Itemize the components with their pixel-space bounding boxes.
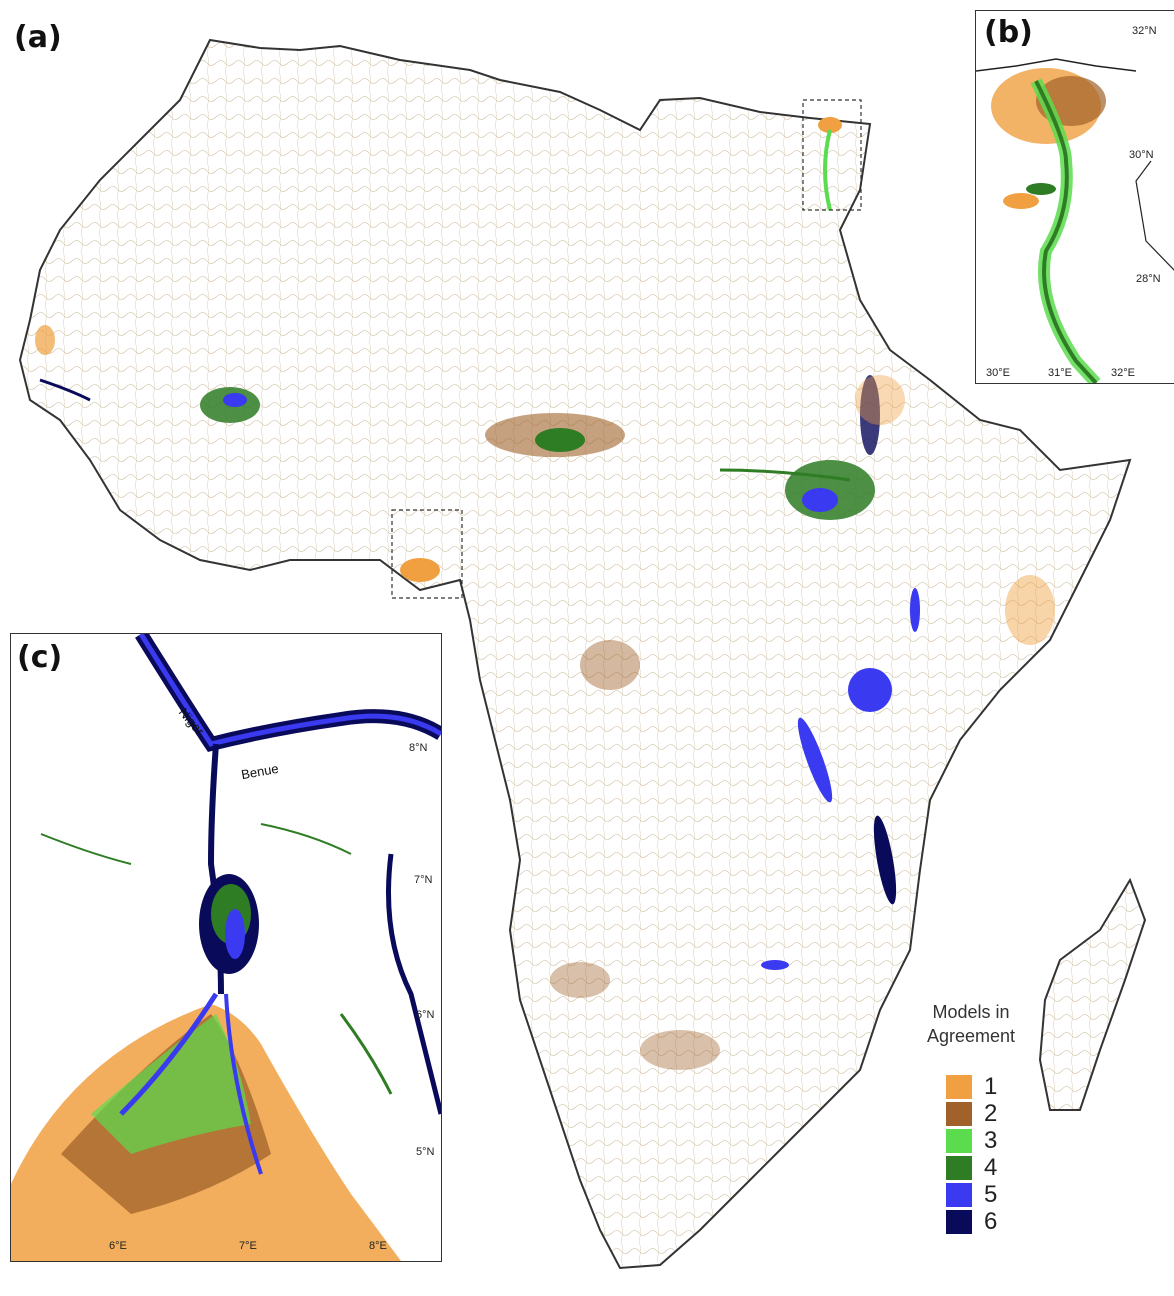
legend-title-line2: Agreement bbox=[926, 1026, 1016, 1046]
inset-b-lon-tick: 32°E bbox=[1111, 367, 1135, 379]
madagascar bbox=[1038, 877, 1147, 1111]
inset-c-lat-tick: 6°N bbox=[416, 1009, 435, 1021]
inset-b: (b) 32°N 30°N 28°N 30°E 31°E 32°E bbox=[975, 10, 1174, 384]
inset-b-map bbox=[976, 58, 1174, 383]
legend-label: 1 bbox=[984, 1073, 998, 1100]
inset-c-lon-tick: 7°E bbox=[239, 1240, 257, 1252]
legend-label: 2 bbox=[984, 1100, 998, 1127]
legend-item: 4 bbox=[946, 1154, 998, 1181]
legend-label: 5 bbox=[984, 1181, 998, 1208]
inset-c-lon-tick: 6°E bbox=[109, 1240, 127, 1252]
africa-landmass bbox=[18, 38, 1132, 1270]
inset-c-locator bbox=[391, 509, 463, 599]
legend-swatch bbox=[946, 1156, 972, 1180]
legend-item: 3 bbox=[946, 1127, 998, 1154]
inset-b-lat-tick: 30°N bbox=[1129, 149, 1154, 161]
inset-c-lat-tick: 5°N bbox=[416, 1146, 435, 1158]
inset-b-lat-tick: 28°N bbox=[1136, 273, 1161, 285]
inset-c: (c) Niger Benue 8°N 7°N 6°N 5°N 6°E 7°E … bbox=[10, 633, 442, 1262]
inset-b-lon-tick: 30°E bbox=[986, 367, 1010, 379]
panel-a-label: (a) bbox=[14, 20, 62, 55]
legend-label: 4 bbox=[984, 1154, 998, 1181]
legend-item: 6 bbox=[946, 1208, 998, 1235]
inset-c-lon-tick: 8°E bbox=[369, 1240, 387, 1252]
legend-title: Models in Agreement bbox=[916, 1000, 1026, 1048]
inset-c-map bbox=[11, 634, 441, 1261]
inset-b-locator bbox=[802, 99, 862, 211]
legend-swatch bbox=[946, 1210, 972, 1234]
legend-item: 1 bbox=[946, 1073, 998, 1100]
panel-c-label: (c) bbox=[17, 640, 63, 675]
flood-patches bbox=[35, 117, 1055, 1070]
panel-b-label: (b) bbox=[984, 15, 1033, 50]
legend-label: 3 bbox=[984, 1127, 998, 1154]
legend-swatch bbox=[946, 1075, 972, 1099]
legend-item: 2 bbox=[946, 1100, 998, 1127]
inset-c-lat-tick: 8°N bbox=[409, 742, 428, 754]
legend-title-line1: Models in bbox=[932, 1002, 1010, 1022]
legend-swatch bbox=[946, 1102, 972, 1126]
inset-b-lon-tick: 31°E bbox=[1048, 367, 1072, 379]
legend-item: 5 bbox=[946, 1181, 998, 1208]
legend-swatch bbox=[946, 1129, 972, 1153]
legend-label: 6 bbox=[984, 1208, 998, 1235]
inset-c-lat-tick: 7°N bbox=[414, 874, 433, 886]
inset-b-lat-tick: 32°N bbox=[1132, 25, 1157, 37]
legend-swatch bbox=[946, 1183, 972, 1207]
